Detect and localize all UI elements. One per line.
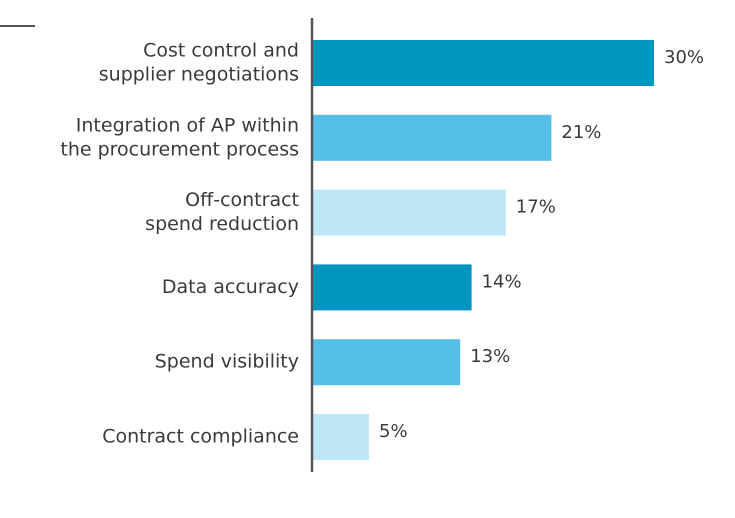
category-label-0-line-0: Cost control and [143, 40, 299, 62]
bar-4 [312, 339, 461, 386]
category-label-0-line-1: supplier negotiations [99, 64, 299, 86]
category-label-2-line-1: spend reduction [145, 213, 299, 235]
bar-2 [312, 189, 506, 236]
value-label-0: 30% [664, 47, 704, 68]
value-labels-group: 30% 21% 17% 14% 13% 5% [379, 47, 704, 442]
category-label-1-line-0: Integration of AP within [76, 114, 299, 136]
value-label-1: 21% [561, 122, 601, 143]
bar-0 [312, 40, 654, 86]
bar-1 [312, 114, 552, 161]
category-label-3-line-0: Data accuracy [162, 276, 299, 298]
value-label-4: 13% [470, 346, 510, 367]
bars-group [312, 40, 654, 460]
value-label-3: 14% [482, 271, 522, 292]
value-label-5: 5% [379, 421, 408, 442]
bar-3 [312, 264, 472, 311]
value-label-2: 17% [516, 197, 556, 218]
category-label-5-line-0: Contract compliance [102, 426, 299, 448]
bar-5 [312, 414, 369, 460]
category-label-4-line-0: Spend visibility [155, 351, 299, 373]
category-label-2-line-0: Off-contract [185, 189, 299, 211]
category-label-1-line-1: the procurement process [60, 138, 299, 160]
